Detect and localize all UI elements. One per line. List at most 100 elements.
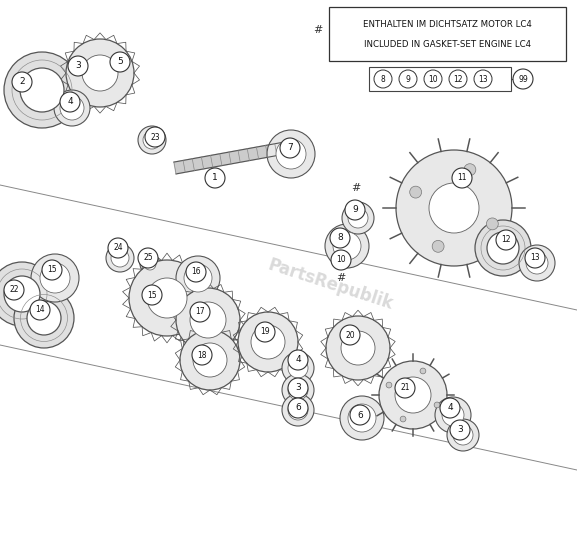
Circle shape <box>31 254 79 302</box>
Circle shape <box>374 70 392 88</box>
Circle shape <box>238 312 298 372</box>
Circle shape <box>330 228 350 248</box>
Circle shape <box>140 254 160 274</box>
Text: 5: 5 <box>117 58 123 67</box>
Circle shape <box>475 220 531 276</box>
Circle shape <box>410 186 422 198</box>
Circle shape <box>326 316 390 380</box>
Text: 6: 6 <box>295 403 301 413</box>
Circle shape <box>106 244 134 272</box>
Circle shape <box>350 405 370 425</box>
Circle shape <box>176 288 240 352</box>
Text: 22: 22 <box>9 286 18 295</box>
Circle shape <box>424 70 442 88</box>
Text: 15: 15 <box>47 265 57 274</box>
Text: 23: 23 <box>150 133 160 141</box>
Text: 3: 3 <box>75 61 81 70</box>
Circle shape <box>386 382 392 388</box>
Text: 17: 17 <box>195 308 205 317</box>
Circle shape <box>30 300 50 320</box>
Text: #: # <box>336 273 346 283</box>
Circle shape <box>288 350 308 370</box>
Circle shape <box>379 361 447 429</box>
Circle shape <box>251 325 285 359</box>
Circle shape <box>288 400 308 420</box>
Text: 8: 8 <box>381 75 385 84</box>
Circle shape <box>288 380 308 400</box>
Circle shape <box>145 127 165 147</box>
Text: 99: 99 <box>518 75 528 84</box>
Text: 12: 12 <box>501 236 511 245</box>
Circle shape <box>325 224 369 268</box>
Circle shape <box>395 377 431 413</box>
Circle shape <box>513 69 533 89</box>
Circle shape <box>60 92 80 112</box>
Circle shape <box>27 301 61 335</box>
Circle shape <box>340 325 360 345</box>
Circle shape <box>345 200 365 220</box>
Circle shape <box>138 126 166 154</box>
Circle shape <box>4 52 80 128</box>
Circle shape <box>193 343 227 377</box>
Text: 4: 4 <box>67 98 73 107</box>
Text: 9: 9 <box>406 75 410 84</box>
FancyBboxPatch shape <box>369 67 511 91</box>
Circle shape <box>142 285 162 305</box>
Circle shape <box>4 280 24 300</box>
Circle shape <box>40 263 70 293</box>
Circle shape <box>110 52 130 72</box>
Circle shape <box>147 278 187 318</box>
Text: PartsRepublik: PartsRepublik <box>265 256 395 314</box>
Circle shape <box>487 232 519 264</box>
Text: 18: 18 <box>197 351 207 359</box>
Circle shape <box>496 230 516 250</box>
Circle shape <box>282 394 314 426</box>
Circle shape <box>474 70 492 88</box>
Circle shape <box>525 248 545 268</box>
Circle shape <box>282 352 314 384</box>
Circle shape <box>176 256 220 300</box>
Circle shape <box>432 240 444 252</box>
Circle shape <box>395 378 415 398</box>
Circle shape <box>82 55 118 91</box>
Text: 19: 19 <box>260 327 270 336</box>
Circle shape <box>14 288 74 348</box>
Circle shape <box>288 378 308 398</box>
Circle shape <box>452 168 472 188</box>
Text: 14: 14 <box>35 305 45 314</box>
Circle shape <box>180 330 240 390</box>
Circle shape <box>138 248 158 268</box>
Circle shape <box>440 398 460 418</box>
Circle shape <box>190 302 210 322</box>
Text: 3: 3 <box>457 425 463 434</box>
Circle shape <box>342 202 374 234</box>
Text: 10: 10 <box>428 75 438 84</box>
Circle shape <box>12 72 32 92</box>
Circle shape <box>429 183 479 233</box>
Circle shape <box>20 68 64 112</box>
Text: 9: 9 <box>352 206 358 214</box>
FancyBboxPatch shape <box>329 7 566 61</box>
Text: 4: 4 <box>295 356 301 365</box>
Circle shape <box>0 262 54 326</box>
Text: 15: 15 <box>147 290 157 300</box>
Circle shape <box>60 96 84 120</box>
Text: 21: 21 <box>400 384 410 392</box>
Circle shape <box>331 250 351 270</box>
Circle shape <box>526 252 548 274</box>
Text: INCLUDED IN GASKET-SET ENGINE LC4: INCLUDED IN GASKET-SET ENGINE LC4 <box>364 40 531 49</box>
Circle shape <box>447 419 479 451</box>
Circle shape <box>276 139 306 169</box>
Circle shape <box>449 70 467 88</box>
Circle shape <box>399 70 417 88</box>
Circle shape <box>348 208 368 228</box>
Circle shape <box>54 90 90 126</box>
Text: 25: 25 <box>143 254 153 262</box>
Circle shape <box>341 331 375 365</box>
Text: 1: 1 <box>212 174 218 182</box>
Polygon shape <box>174 142 286 174</box>
Circle shape <box>144 258 156 270</box>
Circle shape <box>267 130 315 178</box>
Circle shape <box>280 138 300 158</box>
Circle shape <box>143 131 161 149</box>
